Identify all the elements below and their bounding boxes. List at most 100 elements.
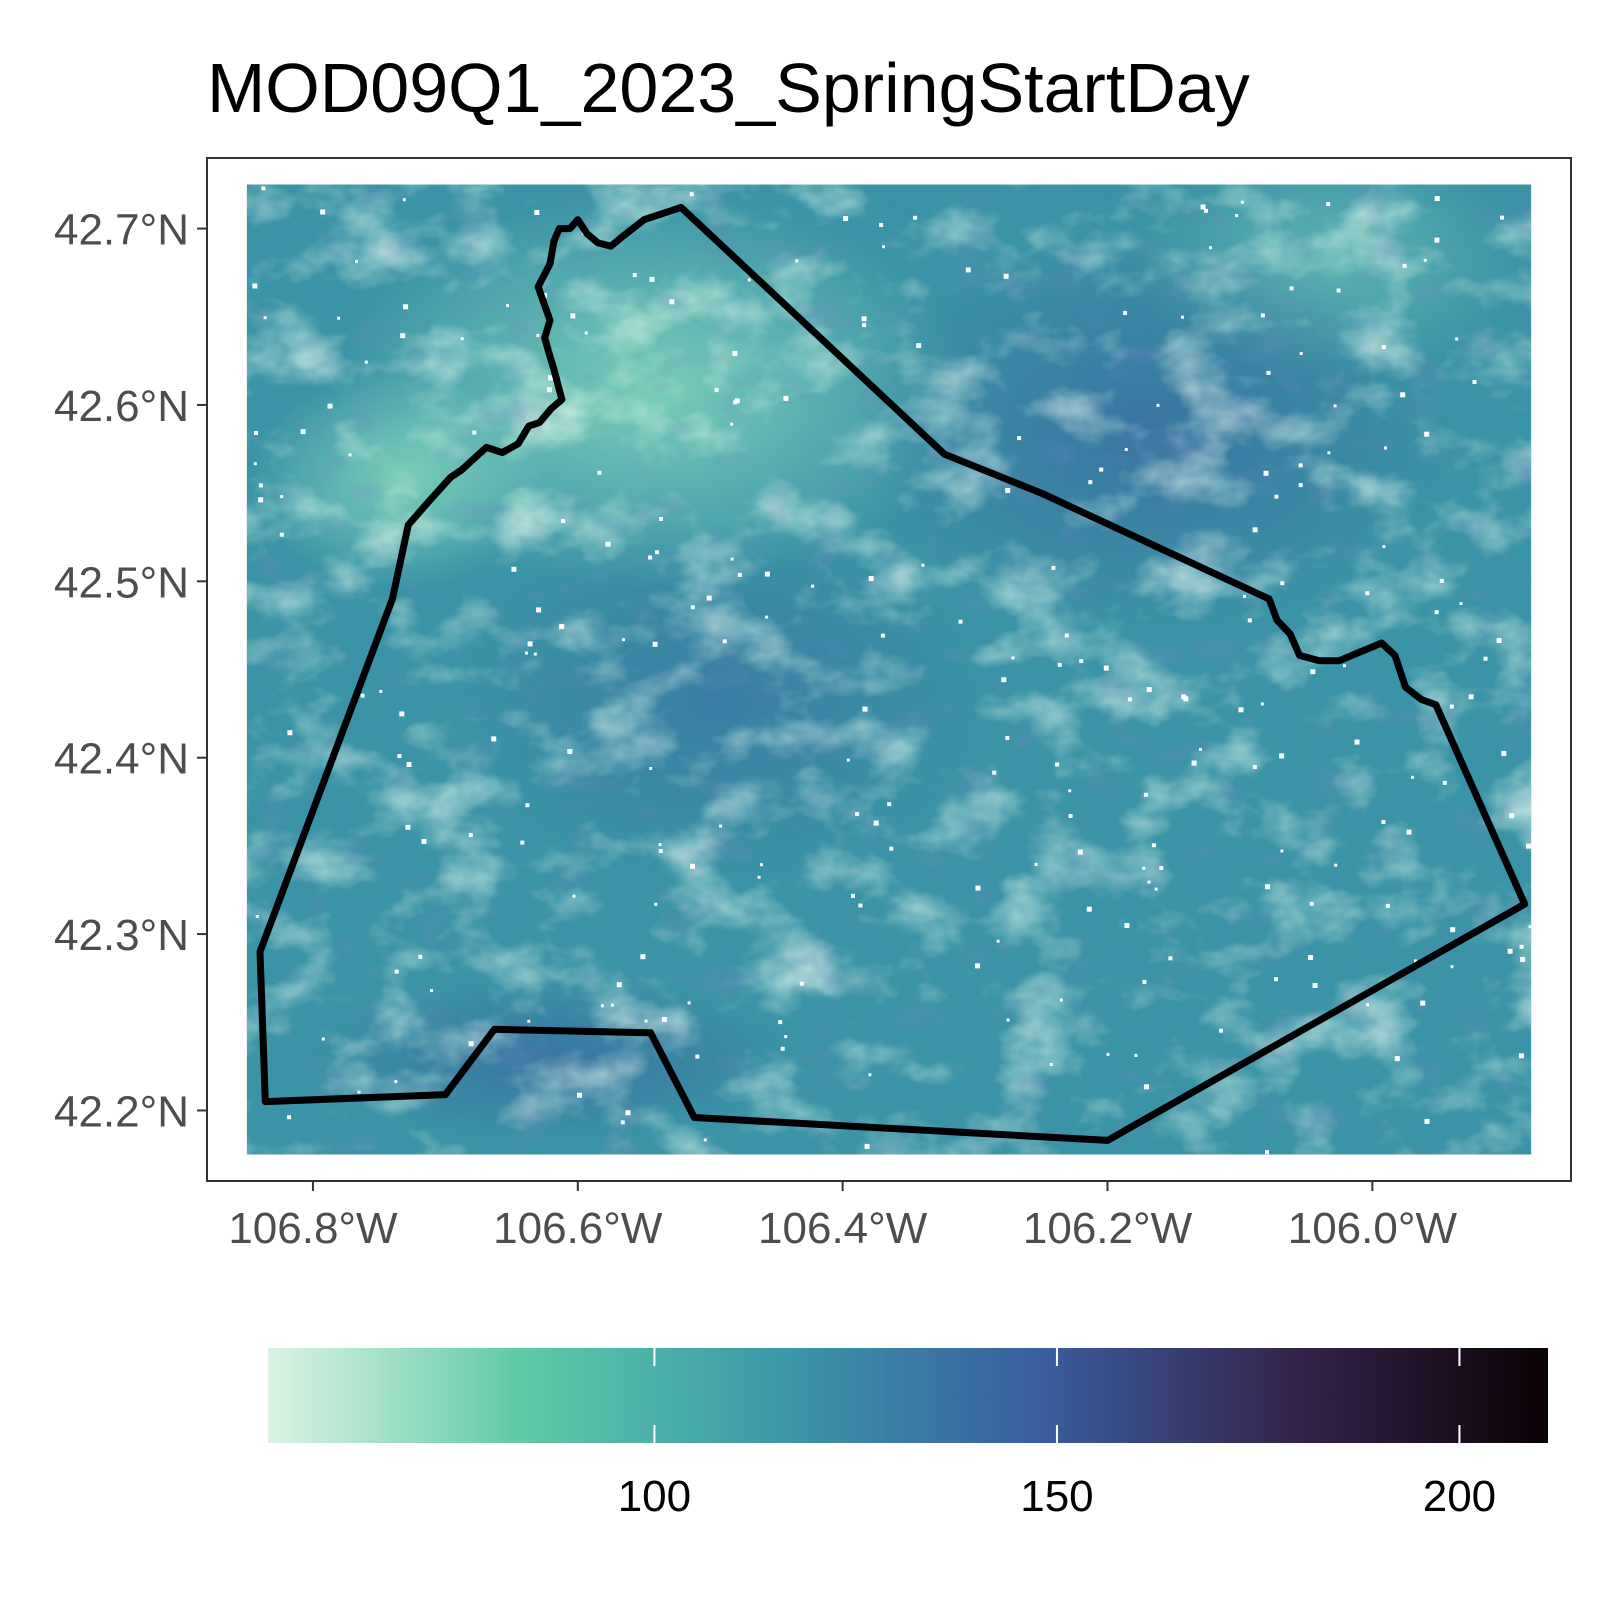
colorbar-tick-label: 100 <box>618 1472 691 1521</box>
nodata-pixel <box>1238 707 1244 713</box>
nodata-pixel <box>348 453 352 457</box>
nodata-pixel <box>468 833 473 838</box>
nodata-pixel <box>561 519 566 523</box>
nodata-pixel <box>1450 927 1456 933</box>
nodata-pixel <box>597 470 602 475</box>
nodata-pixel <box>600 1004 604 1008</box>
nodata-pixel <box>394 1080 398 1084</box>
nodata-pixel <box>1434 610 1439 615</box>
nodata-pixel <box>355 260 358 263</box>
nodata-pixel <box>1509 813 1515 819</box>
nodata-pixel <box>648 555 653 560</box>
nodata-pixel <box>1260 702 1264 706</box>
nodata-pixel <box>661 1017 667 1022</box>
nodata-pixel <box>652 641 658 647</box>
nodata-pixel <box>1381 345 1386 350</box>
nodata-pixel <box>1154 887 1158 891</box>
nodata-pixel <box>605 541 611 547</box>
nodata-pixel <box>379 689 383 693</box>
nodata-pixel <box>1274 494 1279 499</box>
nodata-pixel <box>1308 955 1314 960</box>
nodata-pixel <box>1384 446 1387 450</box>
nodata-pixel <box>406 762 412 767</box>
nodata-pixel <box>287 730 293 736</box>
nodata-pixel <box>1005 488 1011 493</box>
nodata-pixel <box>1142 866 1146 870</box>
nodata-pixel <box>1106 1052 1110 1056</box>
nodata-pixel <box>706 595 712 601</box>
nodata-pixel <box>1151 843 1156 848</box>
panel-border <box>206 157 1572 1182</box>
nodata-pixel <box>1057 662 1062 667</box>
nodata-pixel <box>669 299 675 305</box>
nodata-pixel <box>1455 337 1459 341</box>
nodata-pixel <box>764 571 770 577</box>
nodata-pixel <box>620 1120 625 1125</box>
nodata-pixel <box>567 749 573 754</box>
nodata-pixel <box>397 754 402 759</box>
nodata-pixel <box>1156 403 1160 407</box>
nodata-pixel <box>1528 925 1532 929</box>
nodata-pixel <box>659 517 663 521</box>
nodata-pixel <box>655 550 659 555</box>
nodata-pixel <box>843 216 849 221</box>
nodata-pixel <box>559 624 565 630</box>
nodata-pixel <box>1501 750 1507 756</box>
nodata-pixel <box>1079 659 1084 664</box>
nodata-pixel <box>1459 602 1463 606</box>
nodata-pixel <box>1394 1056 1400 1062</box>
nodata-pixel <box>1123 310 1127 315</box>
nodata-pixel <box>965 267 971 273</box>
colorbar-tick-label: 150 <box>1020 1472 1093 1521</box>
nodata-pixel <box>734 398 740 404</box>
nodata-pixel <box>1099 467 1104 472</box>
nodata-pixel <box>1483 656 1488 661</box>
nodata-pixel <box>799 981 804 986</box>
nodata-pixel <box>321 1037 325 1041</box>
y-tick-label: 42.6°N <box>54 382 189 431</box>
nodata-pixel <box>418 954 423 959</box>
nodata-pixel <box>1265 884 1271 890</box>
nodata-pixel <box>430 989 434 993</box>
nodata-pixel <box>1183 696 1189 702</box>
nodata-pixel <box>1059 998 1063 1002</box>
nodata-pixel <box>1001 677 1007 683</box>
nodata-pixel <box>913 215 918 220</box>
nodata-pixel <box>1280 581 1285 586</box>
nodata-pixel <box>252 283 258 289</box>
nodata-pixel <box>421 838 427 844</box>
nodata-pixel <box>1003 273 1009 279</box>
nodata-pixel <box>320 209 326 215</box>
nodata-pixel <box>1518 1053 1524 1059</box>
raster-texture-dark <box>246 184 1532 1155</box>
nodata-pixel <box>1472 380 1477 384</box>
nodata-pixel <box>511 566 517 572</box>
nodata-pixel <box>279 532 284 537</box>
nodata-pixel <box>1247 618 1252 623</box>
nodata-pixel <box>616 982 622 988</box>
x-tick-label: 106.8°W <box>228 1204 398 1253</box>
nodata-pixel <box>548 375 554 381</box>
nodata-pixel <box>882 245 886 249</box>
nodata-pixel <box>1410 775 1414 779</box>
nodata-pixel <box>703 1138 707 1142</box>
nodata-pixel <box>1252 527 1258 533</box>
nodata-pixel <box>1124 448 1128 451</box>
nodata-pixel <box>687 1001 691 1005</box>
nodata-pixel <box>1366 1003 1369 1007</box>
nodata-pixel <box>1327 451 1331 455</box>
nodata-pixel <box>533 652 537 656</box>
nodata-pixel <box>1147 880 1151 884</box>
nodata-pixel <box>1519 944 1524 949</box>
nodata-pixel <box>1310 669 1316 675</box>
nodata-pixel <box>1127 697 1132 702</box>
nodata-pixel <box>403 304 409 310</box>
nodata-pixel <box>472 430 477 435</box>
nodata-pixel <box>737 572 742 577</box>
nodata-pixel <box>258 497 264 503</box>
nodata-pixel <box>880 633 885 638</box>
nodata-pixel <box>405 824 411 830</box>
nodata-pixel <box>1298 483 1303 488</box>
nodata-pixel <box>1252 765 1257 769</box>
nodata-pixel <box>460 337 464 341</box>
